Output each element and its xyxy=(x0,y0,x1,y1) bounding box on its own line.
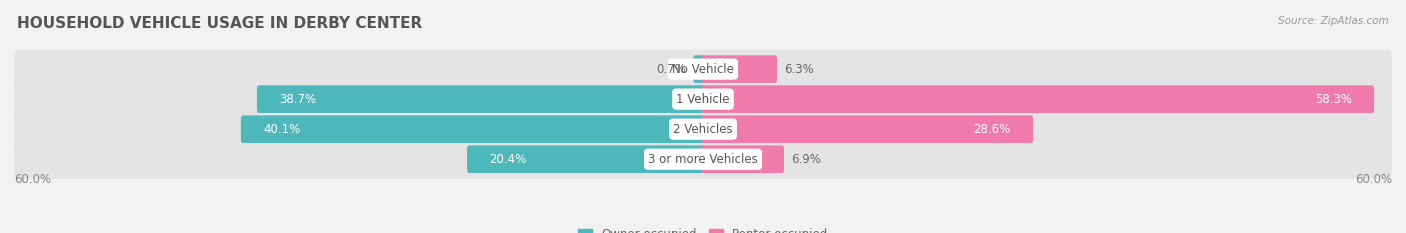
FancyBboxPatch shape xyxy=(693,55,704,83)
Text: 6.9%: 6.9% xyxy=(792,153,821,166)
Text: 60.0%: 60.0% xyxy=(14,173,51,186)
Text: 60.0%: 60.0% xyxy=(1355,173,1392,186)
FancyBboxPatch shape xyxy=(14,110,1392,149)
FancyBboxPatch shape xyxy=(14,80,1392,119)
FancyBboxPatch shape xyxy=(702,145,785,173)
FancyBboxPatch shape xyxy=(240,115,704,143)
FancyBboxPatch shape xyxy=(702,55,778,83)
Text: 2 Vehicles: 2 Vehicles xyxy=(673,123,733,136)
Text: 6.3%: 6.3% xyxy=(785,63,814,76)
FancyBboxPatch shape xyxy=(257,85,704,113)
FancyBboxPatch shape xyxy=(14,140,1392,179)
Text: 0.7%: 0.7% xyxy=(657,63,686,76)
Text: 1 Vehicle: 1 Vehicle xyxy=(676,93,730,106)
FancyBboxPatch shape xyxy=(14,50,1392,89)
Text: 38.7%: 38.7% xyxy=(280,93,316,106)
Text: Source: ZipAtlas.com: Source: ZipAtlas.com xyxy=(1278,16,1389,26)
Text: 3 or more Vehicles: 3 or more Vehicles xyxy=(648,153,758,166)
FancyBboxPatch shape xyxy=(702,85,1374,113)
Text: 20.4%: 20.4% xyxy=(489,153,527,166)
Legend: Owner-occupied, Renter-occupied: Owner-occupied, Renter-occupied xyxy=(572,224,834,233)
Text: 28.6%: 28.6% xyxy=(973,123,1011,136)
Text: No Vehicle: No Vehicle xyxy=(672,63,734,76)
FancyBboxPatch shape xyxy=(467,145,704,173)
Text: HOUSEHOLD VEHICLE USAGE IN DERBY CENTER: HOUSEHOLD VEHICLE USAGE IN DERBY CENTER xyxy=(17,16,422,31)
FancyBboxPatch shape xyxy=(702,115,1033,143)
Text: 40.1%: 40.1% xyxy=(263,123,301,136)
Text: 58.3%: 58.3% xyxy=(1315,93,1351,106)
